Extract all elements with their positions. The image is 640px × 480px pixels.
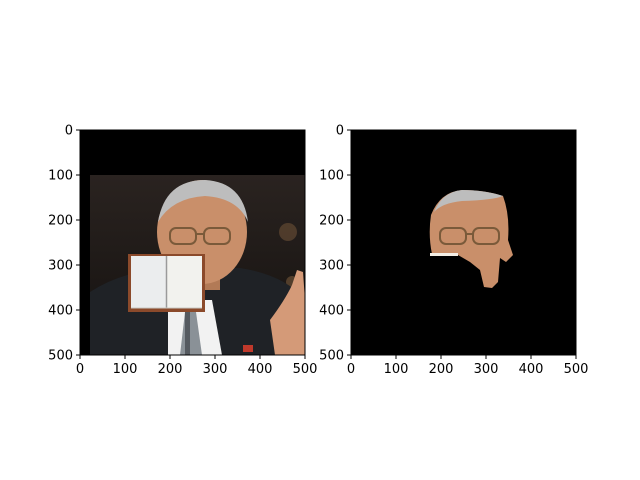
right-axes-frame [350,129,577,356]
left-ytick-label: 200 [48,214,73,229]
left-xtick-label: 200 [158,362,183,377]
left-ytick-label: 0 [65,124,73,139]
left-xtick-label: 400 [248,362,273,377]
left-ytick-label: 300 [48,259,73,274]
right-image-panel: 0 100 200 300 400 500 0 100 200 300 400 500 [319,124,588,378]
segmented-hair [434,190,503,212]
right-image [351,130,576,355]
right-ytick-label: 300 [319,259,344,274]
right-ytick-label: 100 [319,169,344,184]
right-xtick-label: 500 [564,362,589,377]
right-ytick-label: 0 [336,124,344,139]
left-axes-frame [79,129,306,356]
right-xtick-label: 300 [474,362,499,377]
left-ytick-label: 100 [48,169,73,184]
left-ytick-label: 500 [48,349,73,364]
right-xtick-label: 200 [429,362,454,377]
left-yaxis: 0 100 200 300 400 500 [48,124,80,364]
left-xtick-label: 0 [76,362,84,377]
left-xtick-label: 100 [113,362,138,377]
segmented-face [429,190,513,288]
left-image [80,130,305,355]
right-xtick-label: 100 [384,362,409,377]
right-xtick-label: 400 [519,362,544,377]
left-ytick-label: 400 [48,304,73,319]
left-xtick-label: 300 [203,362,228,377]
microphone [185,312,190,355]
right-xtick-label: 0 [347,362,355,377]
right-ytick-label: 200 [319,214,344,229]
hair [158,180,248,222]
right-yaxis: 0 100 200 300 400 500 [319,124,351,364]
left-xaxis: 0 100 200 300 400 500 [76,355,318,377]
raised-hand [270,270,305,355]
left-image-panel: 0 100 200 300 400 500 0 100 200 300 400 500 [48,124,317,378]
book-occluder [128,254,205,312]
segmented-glasses [439,227,500,245]
right-xaxis: 0 100 200 300 400 500 [347,355,589,377]
left-xtick-label: 500 [293,362,318,377]
right-ytick-label: 500 [319,349,344,364]
right-ytick-label: 400 [319,304,344,319]
glasses [169,227,231,245]
